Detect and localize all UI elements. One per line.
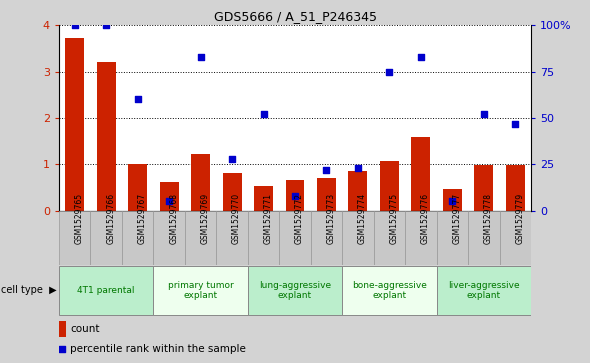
Bar — [500, 211, 531, 265]
Bar — [217, 211, 248, 265]
Text: percentile rank within the sample: percentile rank within the sample — [70, 344, 246, 354]
Point — [322, 167, 331, 173]
Bar — [191, 154, 210, 211]
Bar — [437, 266, 531, 315]
Text: GSM1529767: GSM1529767 — [137, 193, 147, 244]
Point — [165, 198, 174, 204]
Bar — [248, 211, 279, 265]
Bar — [342, 211, 373, 265]
Text: count: count — [70, 325, 100, 334]
Text: GSM1529777: GSM1529777 — [453, 193, 461, 244]
Point — [416, 54, 425, 60]
Bar — [59, 266, 153, 315]
Point — [58, 346, 67, 352]
Text: 4T1 parental: 4T1 parental — [77, 286, 135, 295]
Text: GSM1529779: GSM1529779 — [515, 193, 525, 244]
Point — [510, 121, 520, 126]
Text: GSM1529766: GSM1529766 — [106, 193, 115, 244]
Text: GSM1529765: GSM1529765 — [75, 193, 84, 244]
Text: primary tumor
explant: primary tumor explant — [168, 281, 234, 300]
Point — [353, 165, 363, 171]
Bar — [279, 211, 311, 265]
Bar — [122, 211, 153, 265]
Text: liver-aggressive
explant: liver-aggressive explant — [448, 281, 520, 300]
Text: GSM1529774: GSM1529774 — [358, 193, 367, 244]
Bar — [443, 189, 462, 211]
Bar — [153, 211, 185, 265]
Title: GDS5666 / A_51_P246345: GDS5666 / A_51_P246345 — [214, 10, 376, 23]
Bar — [222, 172, 241, 211]
Point — [290, 193, 300, 199]
Text: GSM1529770: GSM1529770 — [232, 193, 241, 244]
Bar — [349, 171, 368, 211]
Bar — [342, 266, 437, 315]
Bar — [380, 161, 399, 211]
Bar — [311, 211, 342, 265]
Point — [227, 156, 237, 162]
Text: GSM1529775: GSM1529775 — [389, 193, 398, 244]
Bar — [153, 266, 248, 315]
Point — [101, 23, 111, 28]
Text: cell type  ▶: cell type ▶ — [1, 285, 56, 295]
Bar — [248, 266, 342, 315]
Point — [70, 23, 80, 28]
Bar — [90, 211, 122, 265]
Bar — [506, 165, 525, 211]
Bar — [59, 211, 90, 265]
Bar — [405, 211, 437, 265]
Bar — [128, 164, 147, 211]
Text: GSM1529776: GSM1529776 — [421, 193, 430, 244]
Bar — [97, 61, 116, 211]
Text: GSM1529771: GSM1529771 — [264, 193, 273, 244]
Text: GSM1529778: GSM1529778 — [484, 193, 493, 244]
Text: bone-aggressive
explant: bone-aggressive explant — [352, 281, 427, 300]
Text: GSM1529768: GSM1529768 — [169, 193, 178, 244]
Bar — [373, 211, 405, 265]
Point — [448, 198, 457, 204]
Point — [479, 111, 489, 117]
Bar — [254, 187, 273, 211]
Bar — [65, 38, 84, 211]
Point — [133, 97, 142, 102]
Point — [196, 54, 205, 60]
Bar — [474, 165, 493, 211]
Bar — [185, 211, 217, 265]
Bar — [437, 211, 468, 265]
Bar — [160, 182, 179, 211]
Bar — [411, 138, 430, 211]
Text: GSM1529773: GSM1529773 — [326, 193, 336, 244]
Text: lung-aggressive
explant: lung-aggressive explant — [259, 281, 331, 300]
Text: GSM1529769: GSM1529769 — [201, 193, 209, 244]
Bar — [59, 322, 66, 338]
Point — [259, 111, 268, 117]
Bar — [286, 180, 304, 211]
Point — [385, 69, 394, 75]
Text: GSM1529772: GSM1529772 — [295, 193, 304, 244]
Bar — [317, 178, 336, 211]
Bar — [468, 211, 500, 265]
